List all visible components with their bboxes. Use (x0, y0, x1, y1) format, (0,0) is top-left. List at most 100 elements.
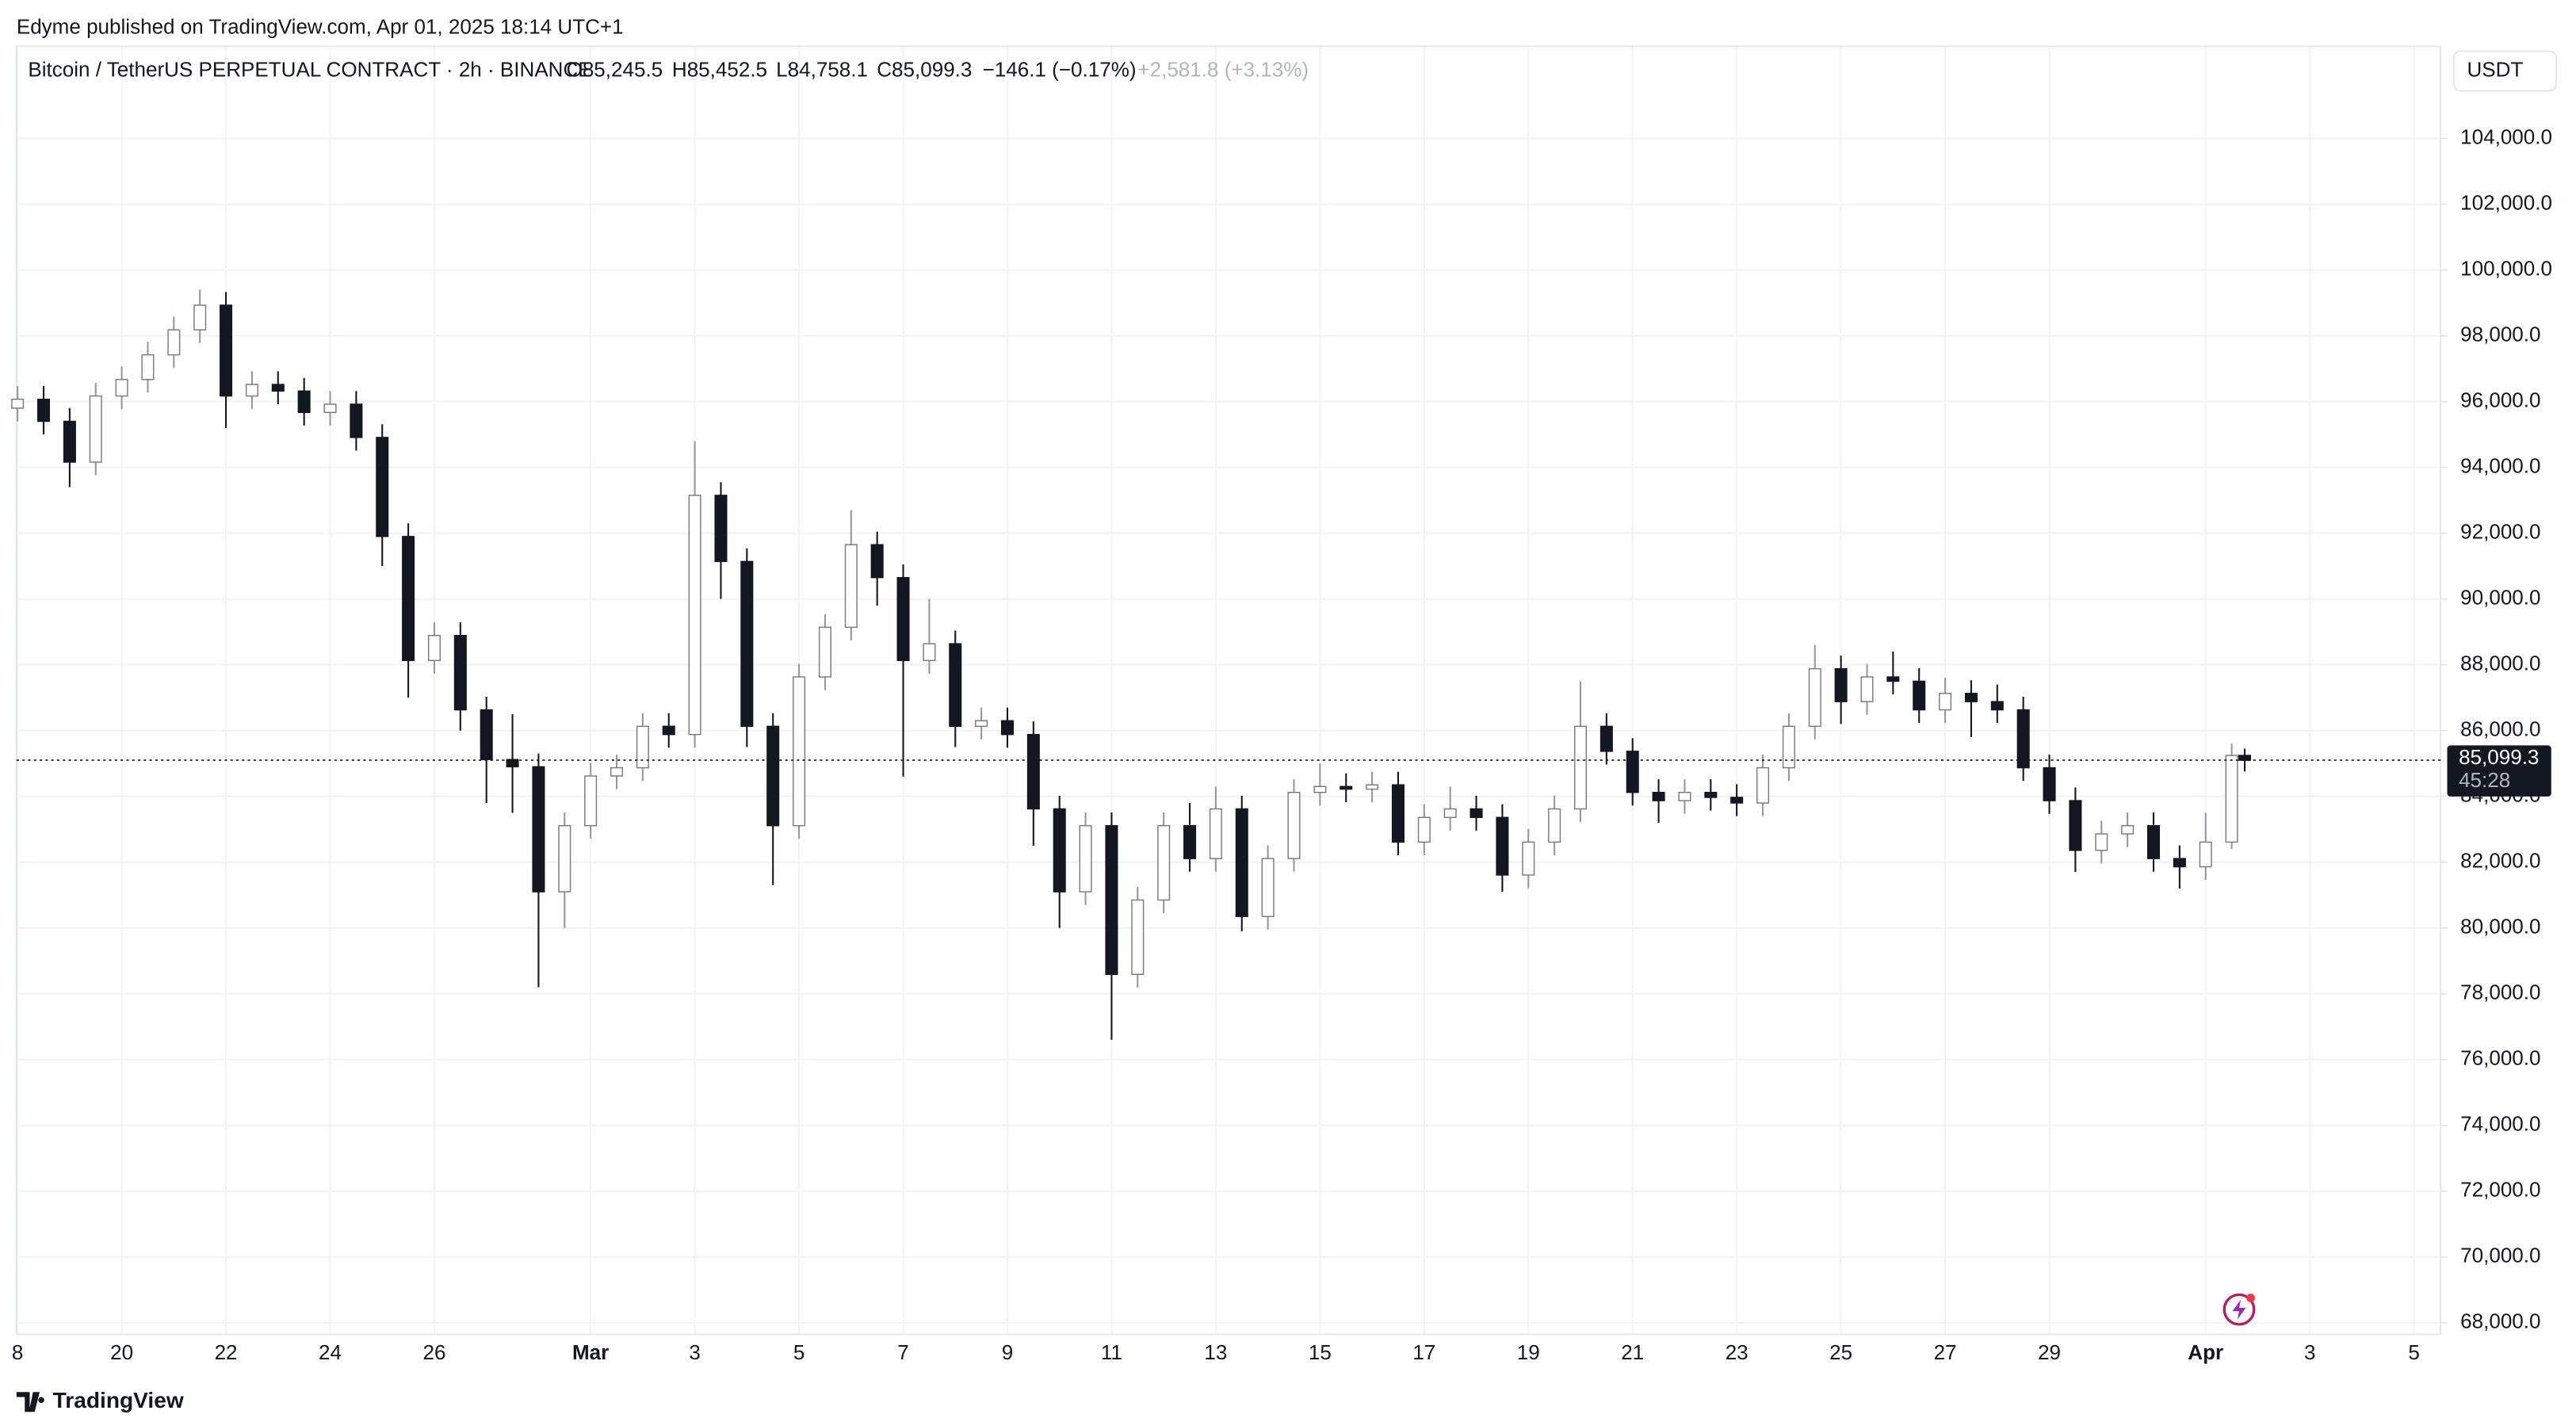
candle-body (1886, 676, 1900, 682)
x-tick-label: 13 (1204, 1340, 1227, 1364)
y-tick-label: 102,000.0 (2460, 190, 2552, 214)
candle-body (844, 544, 858, 629)
y-tick-label: 92,000.0 (2460, 520, 2540, 544)
x-tick-label: 23 (1726, 1340, 1749, 1364)
y-tick-label: 96,000.0 (2460, 388, 2540, 412)
currency-box[interactable] (2453, 50, 2557, 92)
x-tick-label: 20 (110, 1340, 133, 1364)
x-tick-label: 29 (2038, 1340, 2061, 1364)
grid (16, 46, 2441, 1335)
x-tick-label: 22 (215, 1340, 238, 1364)
candle-body (1105, 824, 1118, 975)
bolt-circle (2222, 1293, 2256, 1326)
legend-change: −146.1 (−0.17%) (983, 57, 1137, 81)
legend-close: C85,099.3 (877, 57, 972, 81)
x-tick-label: 17 (1412, 1340, 1435, 1364)
candle-body (63, 420, 76, 463)
candle-body (1053, 808, 1066, 893)
candle-body (453, 635, 467, 711)
candle-body (1730, 797, 1744, 804)
candles (11, 289, 2252, 1040)
candle-body (1626, 751, 1639, 793)
candle-body (740, 560, 754, 728)
brand-mark (16, 1392, 44, 1412)
candle-body (167, 329, 181, 356)
y-tick-label: 84,000.0 (2460, 783, 2540, 807)
candle-body (1443, 808, 1457, 819)
x-tick-label: 5 (793, 1340, 805, 1364)
candle-body (2225, 755, 2238, 843)
candle-body (193, 304, 207, 331)
countdown-label: 45:28 (2459, 768, 2510, 792)
last-price-label: 85,099.3 (2459, 745, 2539, 769)
candle-body (2069, 800, 2082, 851)
candle-body (1782, 725, 1795, 769)
bolt-glyph (2232, 1299, 2246, 1320)
candle-body (350, 403, 363, 438)
y-tick-label: 82,000.0 (2460, 849, 2540, 873)
candle-body (1340, 786, 1353, 790)
x-tick-label: 27 (1934, 1340, 1957, 1364)
legend-range-change: +2,581.8 (+3.13%) (1137, 57, 1309, 81)
candle-body (1913, 680, 1926, 711)
y-tick-label: 94,000.0 (2460, 454, 2540, 478)
candle-body (793, 676, 806, 827)
y-tick-label: 98,000.0 (2460, 322, 2540, 346)
candle-body (402, 536, 415, 662)
y-tick-label: 88,000.0 (2460, 652, 2540, 675)
x-tick-label: 26 (422, 1340, 445, 1364)
x-tick-label: 11 (1101, 1340, 1122, 1364)
candle-body (480, 709, 493, 760)
candle-body (688, 495, 701, 736)
candle-body (220, 304, 233, 397)
candle-body (714, 495, 728, 563)
candle-body (1834, 667, 1848, 702)
candle-body (1079, 824, 1092, 893)
legend-open: O85,245.5 (567, 57, 663, 81)
y-tick-label: 70,000.0 (2460, 1244, 2540, 1267)
candle-body (1964, 693, 1978, 702)
candle-body (2016, 709, 2030, 769)
candle-body (376, 437, 389, 537)
x-tick-label: 21 (1621, 1340, 1644, 1364)
candle-body (2173, 858, 2186, 868)
y-tick-label: 86,000.0 (2460, 717, 2540, 741)
candle-body (1522, 841, 1535, 876)
candle-body (532, 766, 545, 893)
x-tick-label: 15 (1309, 1340, 1332, 1364)
candle-body (2121, 824, 2135, 835)
candle-body (636, 725, 649, 769)
overlay: 85,099.345:28 (16, 745, 2551, 797)
candle-body (245, 384, 258, 397)
candle-body (1261, 858, 1275, 917)
candle-body (1287, 792, 1301, 859)
candle-body (766, 725, 780, 827)
candle-body (1470, 808, 1483, 819)
brand-text: TradingView (53, 1388, 184, 1412)
candle-body (427, 635, 441, 662)
y-tick-label: 74,000.0 (2460, 1112, 2540, 1136)
candle-body (1496, 816, 1509, 876)
candle-body (1235, 808, 1248, 917)
candle-body (923, 643, 936, 662)
chart-title: Bitcoin / TetherUS PERPETUAL CONTRACT · … (28, 57, 591, 81)
candle-body (115, 379, 128, 397)
y-tick-label: 78,000.0 (2460, 980, 2540, 1004)
y-tick-label: 104,000.0 (2460, 124, 2552, 148)
candle-body (297, 390, 311, 414)
x-tick-label: 25 (1829, 1340, 1852, 1364)
candle-body (1313, 786, 1327, 793)
candle-body (2238, 755, 2252, 761)
bolt-icon[interactable] (2222, 1293, 2256, 1326)
y-tick-label: 76,000.0 (2460, 1046, 2540, 1070)
x-tick-label: 9 (1002, 1340, 1013, 1364)
candle-body (1808, 667, 1821, 728)
candle-body (89, 395, 102, 463)
candle-body (271, 384, 285, 392)
x-tick-label: 8 (12, 1340, 23, 1364)
candle-body (1990, 701, 2004, 711)
candle-body (1157, 824, 1171, 901)
x-tick-label: Mar (572, 1340, 609, 1364)
candle-body (949, 643, 962, 728)
